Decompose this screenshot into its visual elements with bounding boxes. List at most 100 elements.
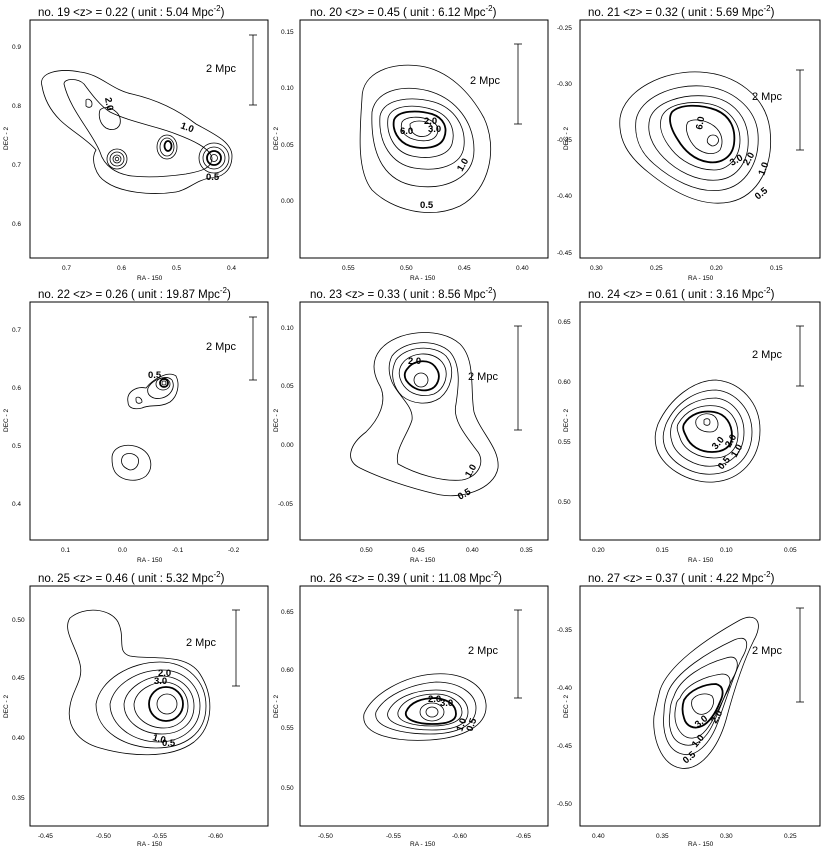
y-axis-label: DEC - 2 xyxy=(273,695,280,719)
y-tick: -0.35 xyxy=(557,627,572,634)
x-axis-label: RA - 150 xyxy=(137,275,163,282)
contours xyxy=(67,609,211,756)
contours xyxy=(350,332,499,497)
x-axis-label: RA - 150 xyxy=(410,275,436,282)
contour-label: 0.5 xyxy=(681,749,699,766)
y-tick: 0.05 xyxy=(281,142,294,149)
panel-20: no. 20 <z> = 0.45 ( unit : 6.12 Mpc-2) 2… xyxy=(273,4,549,282)
y-tick: 0.6 xyxy=(12,385,21,392)
x-tick: 0.5 xyxy=(172,265,181,272)
x-tick: -0.50 xyxy=(96,833,111,840)
contour-label: 2.0 xyxy=(428,694,441,705)
x-tick: -0.60 xyxy=(208,833,223,840)
panel-title-exponent: -2 xyxy=(764,286,772,295)
y-axis-label: DEC - 2 xyxy=(3,127,10,151)
x-axis-label: RA - 150 xyxy=(688,841,714,846)
scale-label: 2 Mpc xyxy=(206,63,236,75)
plot-frame xyxy=(29,585,269,827)
y-axis-label: DEC - 2 xyxy=(273,127,280,151)
y-tick: -0.35 xyxy=(557,137,572,144)
x-axis-label: RA - 150 xyxy=(688,275,714,282)
y-tick: -0.30 xyxy=(557,81,572,88)
x-tick: 0.20 xyxy=(710,265,723,272)
panel-title: no. 21 <z> = 0.32 ( unit : 5.69 Mpc xyxy=(588,7,764,19)
panel-26: no. 26 <z> = 0.39 ( unit : 11.08 Mpc-2) … xyxy=(273,570,549,846)
y-tick: 0.7 xyxy=(12,327,21,334)
scale-label: 2 Mpc xyxy=(752,349,782,361)
contour-label: 3.0 xyxy=(154,676,167,687)
x-tick: 0.35 xyxy=(520,547,533,554)
panel-title-exponent: -2 xyxy=(214,4,222,13)
y-tick: 0.45 xyxy=(12,675,25,682)
y-axis-label: DEC - 2 xyxy=(563,127,570,151)
x-tick: 0.50 xyxy=(360,547,373,554)
scale-label: 2 Mpc xyxy=(470,75,500,87)
y-tick: 0.7 xyxy=(12,162,21,169)
x-axis-label: RA - 150 xyxy=(688,557,714,564)
contour-label: 2.0 xyxy=(102,97,115,112)
x-tick: 0.40 xyxy=(592,833,605,840)
contour-label: 0.5 xyxy=(206,172,220,183)
contour-label: 2.0 xyxy=(709,709,725,726)
x-tick: 0.15 xyxy=(770,265,783,272)
x-axis-label: RA - 150 xyxy=(410,557,436,564)
contour-label: 3.0 xyxy=(440,698,453,709)
x-tick: 0.55 xyxy=(342,265,355,272)
y-tick: 0.5 xyxy=(12,443,21,450)
contour-label: 0.5 xyxy=(464,716,479,733)
y-axis-label: DEC - 2 xyxy=(3,695,10,719)
scale-label: 2 Mpc xyxy=(468,371,498,383)
y-tick: 0.40 xyxy=(12,735,25,742)
plot-frame xyxy=(579,585,821,827)
y-tick: 0.10 xyxy=(281,325,294,332)
x-tick: 0.20 xyxy=(592,547,605,554)
panel-title: no. 20 <z> = 0.45 ( unit : 6.12 Mpc xyxy=(310,7,486,19)
contours xyxy=(654,379,761,483)
panel-title-exponent: -2 xyxy=(764,570,772,579)
panel-23: no. 23 <z> = 0.33 ( unit : 8.56 Mpc-2) 2… xyxy=(273,286,549,564)
y-tick: 0.50 xyxy=(281,785,294,792)
x-tick: -0.65 xyxy=(516,833,531,840)
panel-22: no. 22 <z> = 0.26 ( unit : 19.87 Mpc-2) … xyxy=(3,286,269,564)
svg-text:no. 25 <z> = 0.46 ( unit : 5: no. 25 <z> = 0.46 ( unit : 5.32 Mpc-2) xyxy=(38,570,225,585)
y-tick: -0.40 xyxy=(557,685,572,692)
plot-frame xyxy=(299,301,549,541)
y-tick: 0.35 xyxy=(12,795,25,802)
x-tick: 0.6 xyxy=(117,265,126,272)
y-tick: 0.50 xyxy=(558,499,571,506)
y-tick: 0.8 xyxy=(12,103,21,110)
y-tick: 0.00 xyxy=(281,198,294,205)
x-axis-label: RA - 150 xyxy=(410,841,436,846)
x-tick: -0.2 xyxy=(228,547,240,554)
contour-label: 1.0 xyxy=(690,733,707,750)
y-tick: 0.65 xyxy=(281,609,294,616)
x-tick: 0.25 xyxy=(650,265,663,272)
y-tick: 0.4 xyxy=(12,501,21,508)
scale-label: 2 Mpc xyxy=(468,645,498,657)
y-tick: -0.50 xyxy=(557,801,572,808)
x-axis-label: RA - 150 xyxy=(137,557,163,564)
scale-label: 2 Mpc xyxy=(752,91,782,103)
panel-21: no. 21 <z> = 0.32 ( unit : 5.69 Mpc-2) 2… xyxy=(557,4,821,282)
x-tick: -0.55 xyxy=(152,833,167,840)
contour-label: 0.5 xyxy=(420,200,434,211)
x-tick: 0.25 xyxy=(784,833,797,840)
plot-frame xyxy=(299,19,549,259)
panel-title-exponent: -2 xyxy=(220,286,228,295)
panel-title-exponent: -2 xyxy=(486,4,494,13)
panel-title: no. 27 <z> = 0.37 ( unit : 4.22 Mpc xyxy=(588,573,764,585)
contour-label: 1.0 xyxy=(463,463,479,480)
scale-label: 2 Mpc xyxy=(206,341,236,353)
plot-frame xyxy=(29,301,269,541)
y-tick: 0.05 xyxy=(281,383,294,390)
contours xyxy=(41,70,233,194)
contours xyxy=(363,673,487,741)
y-tick: 0.60 xyxy=(281,667,294,674)
contour-label: 1.0 xyxy=(756,161,771,177)
contours xyxy=(111,373,179,481)
y-tick: 0.60 xyxy=(558,379,571,386)
plot-frame xyxy=(29,19,269,259)
panel-title: no. 23 <z> = 0.33 ( unit : 8.56 Mpc xyxy=(310,289,486,301)
y-tick: 0.65 xyxy=(558,319,571,326)
